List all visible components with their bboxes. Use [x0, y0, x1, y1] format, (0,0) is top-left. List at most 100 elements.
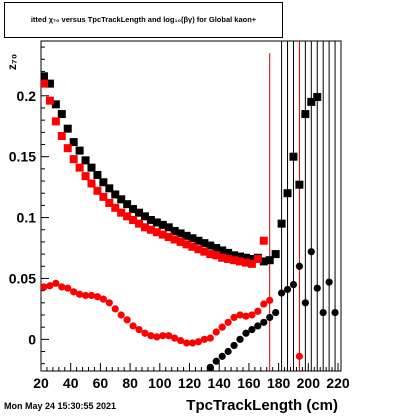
data-point-square — [236, 252, 245, 261]
plot-frame — [40, 40, 342, 372]
data-point-square — [218, 253, 227, 262]
x-tick-label: 20 — [33, 375, 49, 391]
data-point-circle — [70, 288, 78, 296]
data-point-circle — [242, 329, 250, 337]
data-point-square — [182, 240, 191, 249]
data-point-circle — [177, 336, 185, 345]
data-point-square — [69, 138, 78, 147]
data-point-circle — [41, 283, 48, 291]
data-point-square — [164, 233, 173, 242]
data-point-circle — [224, 318, 232, 326]
data-point-circle — [242, 312, 250, 320]
data-point-circle — [295, 352, 304, 360]
data-point-circle — [224, 347, 232, 356]
data-point-square — [63, 144, 72, 153]
data-point-square — [176, 237, 185, 246]
data-point-circle — [52, 279, 60, 287]
data-point-square — [117, 195, 126, 204]
data-point-circle — [105, 299, 113, 307]
data-point-circle — [319, 308, 327, 317]
data-point-square — [170, 226, 179, 235]
data-point-square — [313, 93, 322, 102]
data-point-circle — [307, 248, 315, 256]
data-point-circle — [194, 338, 203, 346]
data-point-square — [176, 229, 185, 238]
y-tick-label: 0 — [28, 331, 36, 347]
data-point-square — [224, 254, 233, 263]
data-point-circle — [325, 278, 333, 286]
data-point-square — [146, 225, 155, 234]
data-point-square — [206, 250, 215, 259]
data-point-circle — [277, 289, 286, 297]
data-point-circle — [230, 341, 238, 350]
data-point-square — [63, 124, 72, 133]
data-point-circle — [153, 333, 161, 341]
data-point-square — [194, 236, 203, 245]
data-point-square — [87, 179, 96, 188]
data-point-square — [152, 228, 161, 237]
data-point-circle — [212, 357, 220, 365]
data-point-circle — [313, 284, 321, 292]
data-point-square — [170, 235, 179, 244]
data-point-square — [105, 184, 114, 193]
data-point-square — [206, 241, 215, 250]
data-point-square — [295, 180, 304, 189]
data-point-circle — [206, 363, 214, 371]
data-point-circle — [141, 329, 149, 337]
data-point-square — [111, 190, 120, 199]
data-point-circle — [260, 300, 268, 308]
data-point-circle — [218, 352, 226, 360]
x-tick-label: 160 — [237, 375, 261, 391]
data-point-circle — [147, 332, 155, 340]
data-point-square — [200, 247, 209, 256]
data-point-square — [230, 251, 239, 260]
data-point-square — [188, 234, 197, 243]
data-point-circle — [289, 280, 298, 289]
data-point-square — [146, 216, 155, 225]
x-tick-label: 220 — [326, 375, 350, 391]
title-box: itted χ₇₀ versus TpcTrackLength and log₁… — [4, 2, 283, 38]
data-point-square — [81, 172, 90, 181]
data-point-circle — [93, 293, 102, 301]
y-tick-label: 0.2 — [17, 88, 37, 104]
x-tick-label: 40 — [63, 375, 79, 391]
data-point-square — [135, 219, 144, 228]
data-point-circle — [295, 262, 304, 270]
data-point-circle — [248, 311, 256, 319]
x-axis-label: TpcTrackLength (cm) — [186, 397, 338, 414]
data-point-square — [241, 258, 250, 267]
data-point-circle — [254, 307, 262, 315]
data-point-square — [158, 230, 167, 239]
data-point-circle — [260, 318, 268, 326]
data-point-square — [230, 256, 239, 265]
y-tick-label: 0.1 — [17, 210, 37, 226]
data-point-circle — [111, 305, 119, 313]
data-point-square — [57, 110, 66, 119]
data-point-square — [307, 97, 316, 106]
data-point-square — [200, 239, 209, 248]
data-point-square — [93, 170, 102, 179]
data-point-square — [41, 72, 48, 81]
chart-title: itted χ₇₀ versus TpcTrackLength and log₁… — [30, 15, 257, 24]
data-point-circle — [301, 299, 309, 307]
data-point-circle — [135, 325, 143, 334]
data-point-circle — [81, 291, 90, 300]
data-point-square — [236, 257, 245, 266]
data-point-circle — [212, 328, 220, 336]
data-point-square — [41, 79, 48, 88]
data-point-square — [123, 200, 132, 209]
data-point-square — [259, 257, 268, 266]
data-point-circle — [236, 311, 244, 319]
data-point-circle — [206, 334, 214, 342]
y-tick-label: 0.05 — [9, 270, 36, 286]
timestamp-label: Mon May 24 15:30:55 2021 — [4, 401, 117, 411]
data-point-circle — [331, 308, 339, 317]
data-point-circle — [129, 322, 137, 330]
data-point-square — [253, 254, 262, 263]
data-point-circle — [188, 339, 197, 347]
data-point-square — [45, 79, 54, 88]
data-point-circle — [230, 313, 238, 322]
data-point-circle — [254, 322, 262, 330]
data-point-square — [135, 208, 144, 217]
